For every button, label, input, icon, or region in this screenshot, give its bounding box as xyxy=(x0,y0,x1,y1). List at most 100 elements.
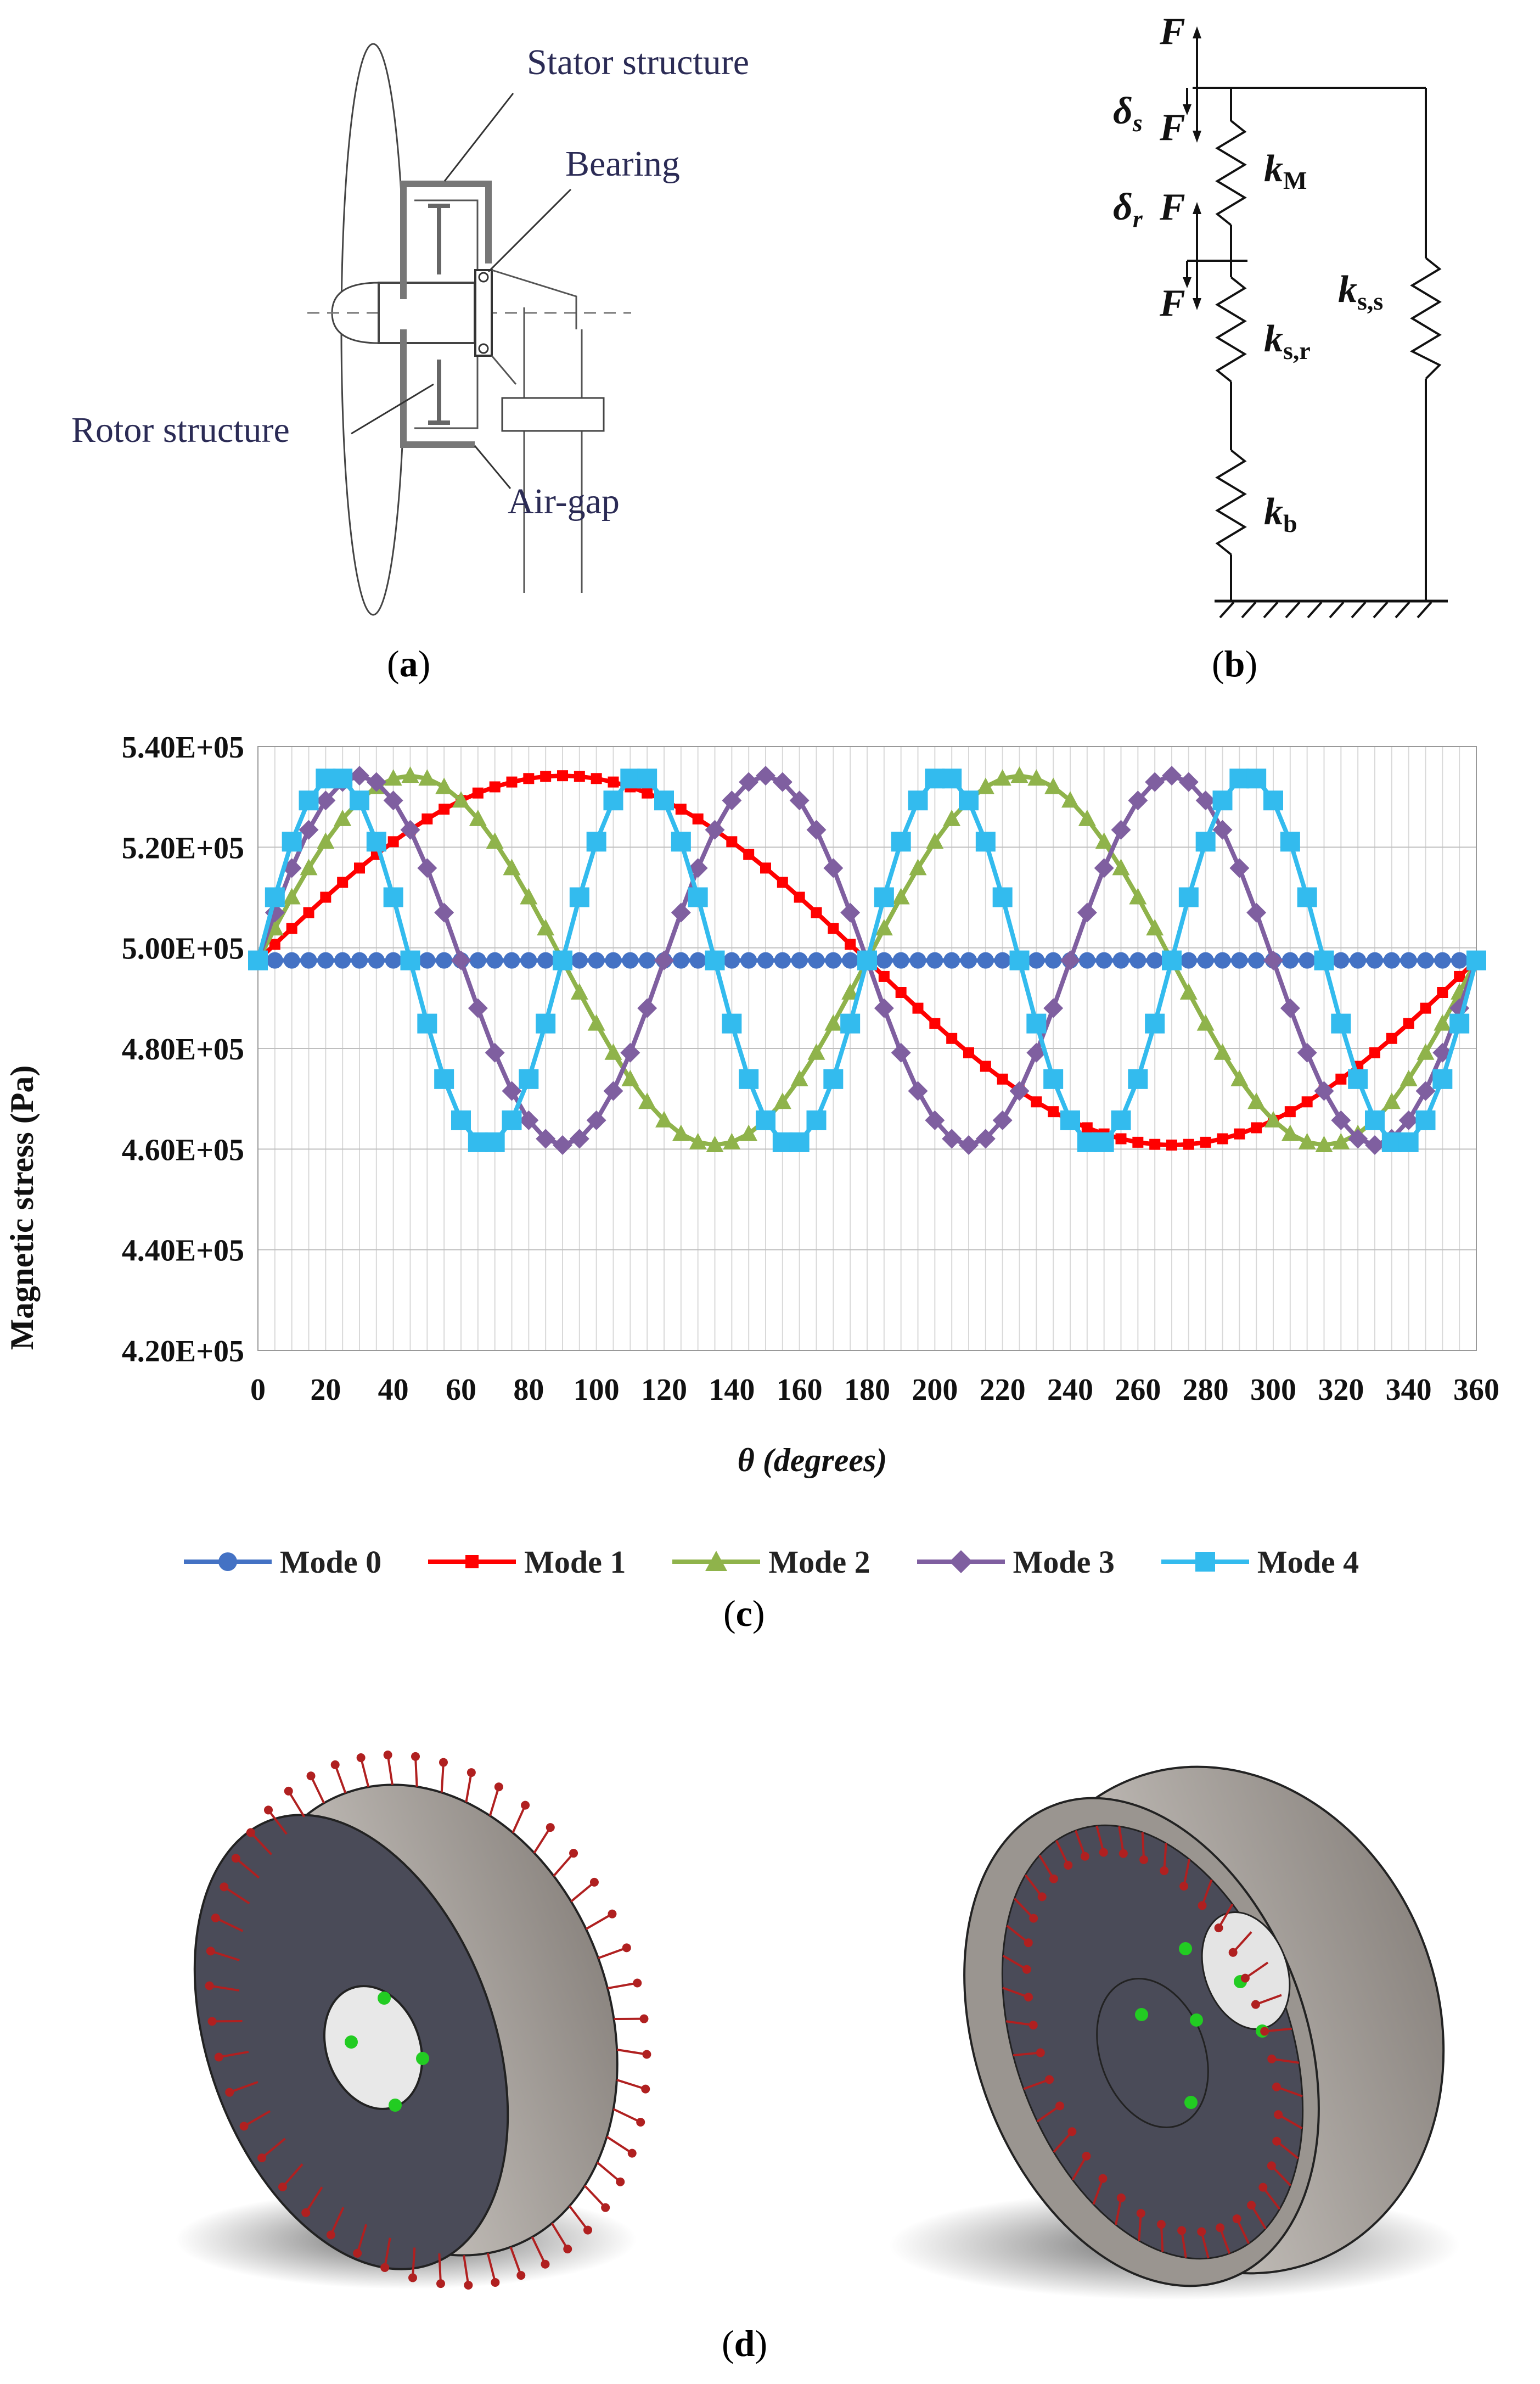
force-arrow xyxy=(486,2253,497,2283)
force-arrow-head xyxy=(589,1877,599,1887)
force-arrow xyxy=(533,1827,552,1854)
force-arrow xyxy=(585,1912,613,1930)
force-arrow xyxy=(1002,1954,1027,1971)
data-point xyxy=(1129,888,1147,905)
force-arrow-head xyxy=(1214,1923,1223,1933)
data-point xyxy=(908,790,928,811)
force-arrow-head xyxy=(1080,1852,1089,1861)
data-point xyxy=(1466,950,1486,971)
force-arrow xyxy=(1276,2085,1303,2097)
data-point xyxy=(569,887,589,907)
force-arrow xyxy=(282,2163,303,2188)
force-arrow xyxy=(512,1804,526,1833)
force-arrow-head xyxy=(1228,1948,1238,1957)
data-point xyxy=(468,1132,488,1152)
data-point xyxy=(622,952,639,969)
force-arrow-head xyxy=(1240,1973,1250,1983)
data-point xyxy=(976,777,994,794)
force-arrow xyxy=(1118,1826,1125,1854)
y-tick-label: 5.00E+05 xyxy=(122,932,244,966)
data-point xyxy=(1196,1014,1215,1031)
force-arrow-head xyxy=(1049,1874,1058,1883)
force-arrow xyxy=(616,2048,647,2056)
force-arrow-head xyxy=(1024,1938,1033,1948)
data-point xyxy=(723,952,740,969)
data-point xyxy=(537,952,554,969)
force-arrow xyxy=(1255,1994,1282,2006)
force-arrow xyxy=(1074,1830,1086,1857)
data-point xyxy=(1350,952,1367,969)
force-arrow xyxy=(1141,1832,1145,1860)
data-point xyxy=(400,820,420,840)
data-point xyxy=(960,952,977,969)
data-point xyxy=(385,952,402,969)
label-stator-structure: Stator structure xyxy=(527,42,749,82)
force-arrow-head xyxy=(601,2203,610,2212)
data-point xyxy=(740,1124,758,1141)
force-arrow-head xyxy=(1267,2161,1276,2170)
force-arrow xyxy=(288,1790,306,1818)
data-point xyxy=(472,787,484,799)
force-arrow-head xyxy=(1119,1849,1128,1858)
data-point xyxy=(790,1069,808,1086)
data-point xyxy=(891,1042,911,1063)
data-point xyxy=(1031,1096,1042,1108)
data-point xyxy=(808,952,825,969)
force-arrow xyxy=(1095,1825,1105,1853)
force-arrow-head xyxy=(1082,2151,1091,2161)
force-arrow-head xyxy=(1177,2226,1187,2235)
data-point xyxy=(908,1081,928,1101)
force-arrow-head xyxy=(263,1805,273,1815)
force-arrow xyxy=(1055,1839,1070,1866)
data-point xyxy=(283,952,300,969)
force-arrow-head xyxy=(1136,2209,1145,2218)
data-point xyxy=(605,952,622,969)
force-arrow xyxy=(235,1857,260,1879)
x-axis-label: θ (degrees) xyxy=(738,1442,887,1478)
data-point xyxy=(1247,1092,1266,1109)
data-point xyxy=(912,1002,924,1014)
force-arrow xyxy=(218,2050,249,2058)
data-point xyxy=(557,770,568,782)
force-arrow xyxy=(607,1982,638,1990)
force-arrow-head xyxy=(1216,2223,1225,2232)
spring-model-diagram: F F F F δs δr kM ks,r ks,s kb xyxy=(1113,10,1448,619)
data-point xyxy=(1077,902,1097,923)
force-arrow xyxy=(616,2079,646,2090)
data-point xyxy=(857,950,877,971)
data-point xyxy=(959,790,979,811)
legend-mode-1: Mode 1 xyxy=(425,1544,626,1580)
data-point xyxy=(638,1092,656,1109)
data-point xyxy=(1128,790,1148,811)
data-point xyxy=(620,769,640,789)
data-point xyxy=(892,888,910,905)
data-point xyxy=(333,769,353,789)
data-point xyxy=(842,952,859,969)
data-point xyxy=(417,858,437,878)
data-point xyxy=(588,952,605,969)
data-point xyxy=(807,1043,825,1060)
data-point xyxy=(1229,769,1250,789)
y-tick-labels: 4.20E+05 4.40E+05 4.60E+05 4.80E+05 5.00E+05… xyxy=(122,731,244,1368)
data-point xyxy=(1230,1069,1249,1086)
force-arrow-head xyxy=(1272,2136,1282,2146)
plot-area-border xyxy=(257,746,1477,1351)
data-point xyxy=(286,923,297,934)
data-point xyxy=(1183,1138,1194,1150)
data-point xyxy=(468,998,488,1018)
data-point xyxy=(1094,1132,1114,1152)
data-point xyxy=(942,769,962,789)
data-point xyxy=(726,836,738,848)
x-tick-label: 300 xyxy=(1250,1373,1296,1407)
data-point xyxy=(1381,1132,1402,1152)
data-point xyxy=(1060,950,1080,971)
data-point xyxy=(723,1132,741,1149)
x-tick-label: 120 xyxy=(641,1373,687,1407)
data-point xyxy=(892,952,909,969)
force-arrow-head xyxy=(239,2122,249,2131)
data-point xyxy=(1213,1043,1232,1060)
data-point xyxy=(351,952,368,969)
force-arrow-head xyxy=(1116,2193,1126,2202)
svg-text:F: F xyxy=(1159,106,1185,149)
force-arrow xyxy=(1053,2130,1073,2153)
